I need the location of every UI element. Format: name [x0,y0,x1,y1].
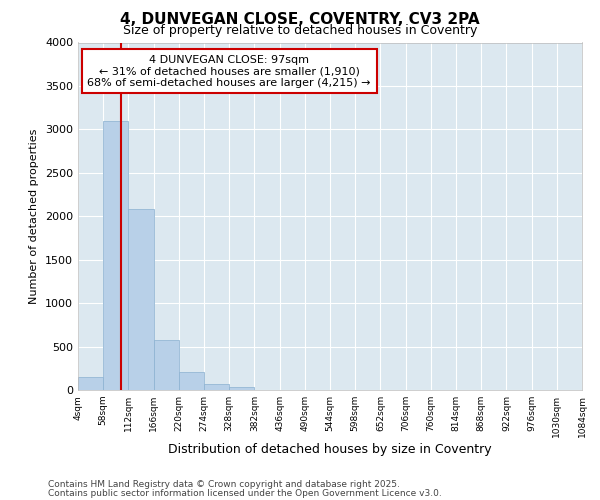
Text: 4, DUNVEGAN CLOSE, COVENTRY, CV3 2PA: 4, DUNVEGAN CLOSE, COVENTRY, CV3 2PA [120,12,480,28]
Bar [128,210,154,390]
X-axis label: Distribution of detached houses by size in Coventry: Distribution of detached houses by size … [168,442,492,456]
Bar [179,372,204,390]
Y-axis label: Number of detached properties: Number of detached properties [29,128,40,304]
Bar [154,340,179,390]
Text: Size of property relative to detached houses in Coventry: Size of property relative to detached ho… [123,24,477,37]
Text: Contains HM Land Registry data © Crown copyright and database right 2025.: Contains HM Land Registry data © Crown c… [48,480,400,489]
Bar [103,120,128,390]
Bar [204,384,229,390]
Bar [78,377,103,390]
Bar [229,387,254,390]
Text: 4 DUNVEGAN CLOSE: 97sqm
← 31% of detached houses are smaller (1,910)
68% of semi: 4 DUNVEGAN CLOSE: 97sqm ← 31% of detache… [88,54,371,88]
Text: Contains public sector information licensed under the Open Government Licence v3: Contains public sector information licen… [48,488,442,498]
